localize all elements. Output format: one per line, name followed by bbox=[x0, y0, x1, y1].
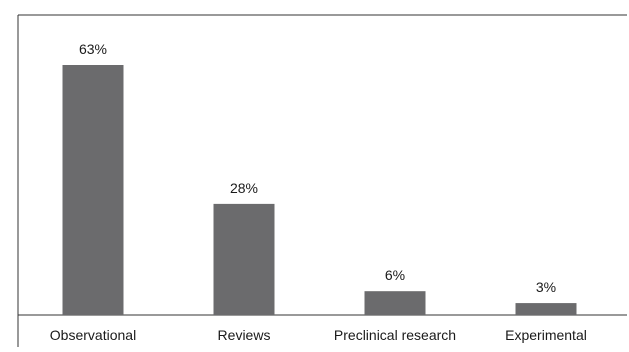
category-label: Reviews bbox=[218, 327, 271, 343]
data-labels-group: 63% 28% 6% 3% bbox=[79, 41, 556, 295]
category-label: Preclinical research bbox=[334, 327, 456, 343]
bar bbox=[364, 291, 426, 315]
bar bbox=[515, 303, 577, 315]
bar bbox=[213, 203, 275, 315]
data-label: 6% bbox=[385, 267, 405, 283]
bar bbox=[62, 65, 124, 315]
data-label: 63% bbox=[79, 41, 107, 57]
bars-group bbox=[62, 65, 577, 315]
data-label: 28% bbox=[230, 180, 258, 196]
category-label: Experimental bbox=[505, 327, 587, 343]
category-labels-group: Observational Reviews Preclinical research… bbox=[50, 327, 587, 343]
category-label: Observational bbox=[50, 327, 136, 343]
data-label: 3% bbox=[536, 279, 556, 295]
